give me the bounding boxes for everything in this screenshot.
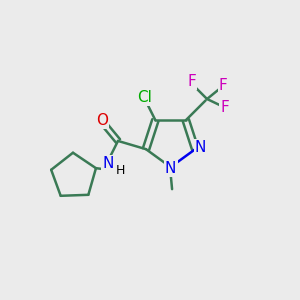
Text: H: H	[116, 164, 125, 177]
Text: N: N	[165, 161, 176, 176]
Text: N: N	[195, 140, 206, 155]
Text: F: F	[220, 100, 229, 115]
Text: Cl: Cl	[137, 90, 152, 105]
Text: F: F	[188, 74, 196, 89]
Text: N: N	[102, 156, 113, 171]
Text: O: O	[96, 113, 108, 128]
Text: F: F	[219, 78, 228, 93]
